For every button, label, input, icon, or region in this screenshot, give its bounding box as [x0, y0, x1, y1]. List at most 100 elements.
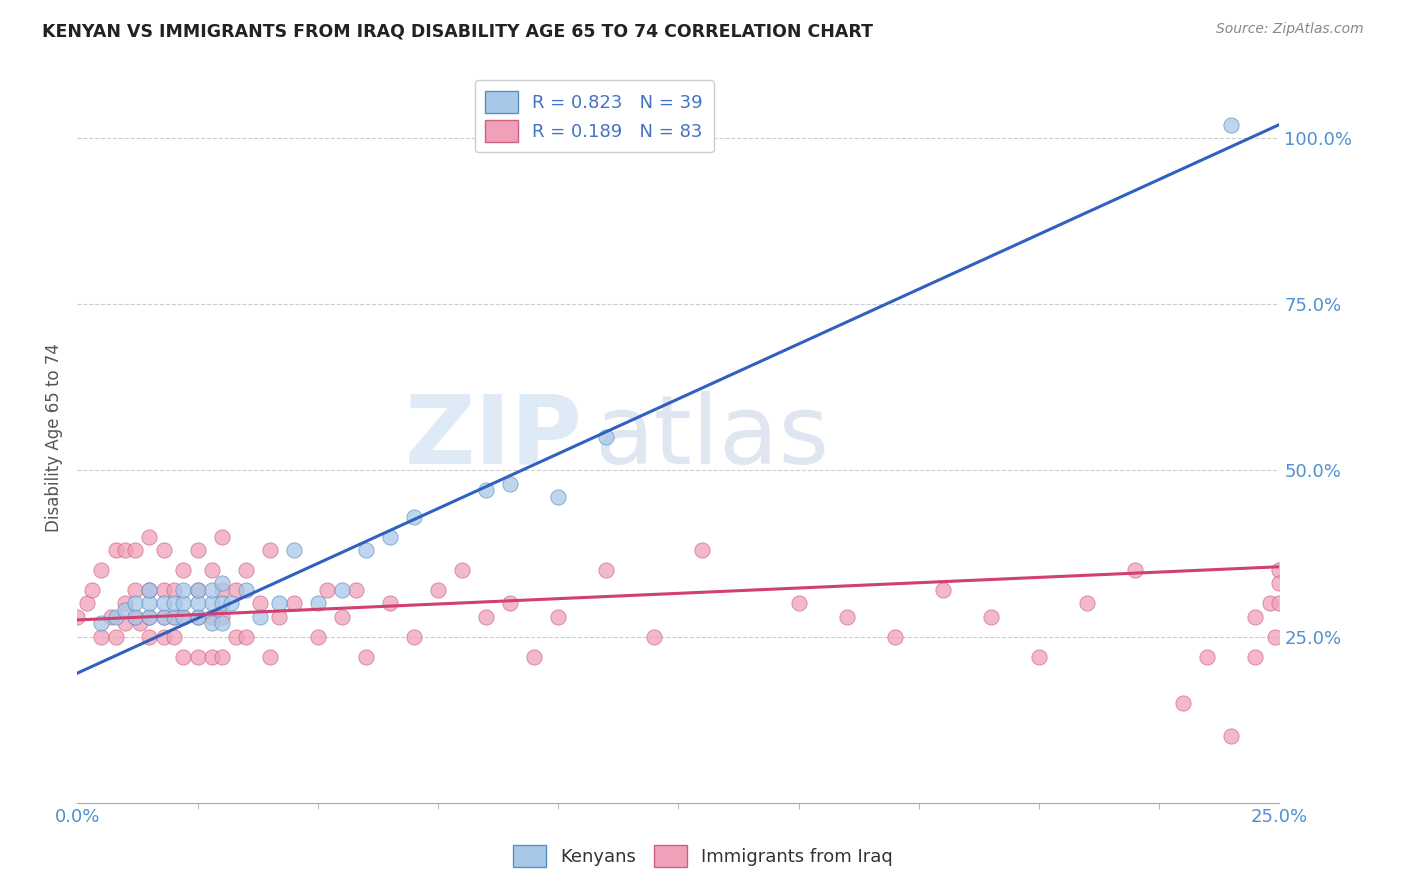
Point: [330, 582, 353, 597]
Point: [211, 616, 233, 631]
Point: [186, 582, 209, 597]
Point: [1220, 118, 1243, 132]
Point: [932, 582, 955, 597]
Point: [344, 582, 367, 597]
Point: [402, 630, 425, 644]
Point: [595, 563, 617, 577]
Point: [100, 609, 122, 624]
Point: [451, 563, 474, 577]
Text: atlas: atlas: [595, 391, 830, 483]
Point: [787, 596, 810, 610]
Text: KENYAN VS IMMIGRANTS FROM IRAQ DISABILITY AGE 65 TO 74 CORRELATION CHART: KENYAN VS IMMIGRANTS FROM IRAQ DISABILIT…: [42, 22, 873, 40]
Point: [211, 649, 233, 664]
Point: [1244, 649, 1267, 664]
Point: [201, 582, 224, 597]
Point: [235, 563, 257, 577]
Point: [283, 543, 305, 558]
Point: [153, 609, 176, 624]
Point: [643, 630, 665, 644]
Point: [307, 596, 329, 610]
Point: [172, 582, 194, 597]
Point: [153, 609, 176, 624]
Point: [124, 609, 146, 624]
Point: [211, 596, 233, 610]
Point: [259, 543, 281, 558]
Point: [1268, 563, 1291, 577]
Point: [153, 543, 176, 558]
Point: [186, 596, 209, 610]
Text: Source: ZipAtlas.com: Source: ZipAtlas.com: [1216, 22, 1364, 37]
Point: [172, 563, 194, 577]
Point: [1197, 649, 1219, 664]
Point: [269, 596, 291, 610]
Point: [162, 630, 184, 644]
Point: [595, 430, 617, 444]
Legend: Kenyans, Immigrants from Iraq: Kenyans, Immigrants from Iraq: [506, 838, 900, 874]
Point: [427, 582, 450, 597]
Point: [235, 582, 257, 597]
Point: [316, 582, 339, 597]
Point: [201, 609, 224, 624]
Point: [186, 609, 209, 624]
Point: [225, 630, 247, 644]
Point: [269, 609, 291, 624]
Point: [104, 543, 127, 558]
Point: [201, 563, 224, 577]
Point: [138, 530, 160, 544]
Point: [523, 649, 546, 664]
Point: [90, 630, 112, 644]
Point: [201, 649, 224, 664]
Point: [219, 596, 242, 610]
Point: [162, 609, 184, 624]
Point: [186, 582, 209, 597]
Point: [499, 476, 522, 491]
Legend: R = 0.823   N = 39, R = 0.189   N = 83: R = 0.823 N = 39, R = 0.189 N = 83: [475, 80, 714, 153]
Point: [283, 596, 305, 610]
Point: [153, 630, 176, 644]
Point: [114, 596, 136, 610]
Point: [354, 543, 377, 558]
Point: [547, 609, 569, 624]
Point: [138, 630, 160, 644]
Point: [475, 609, 498, 624]
Point: [90, 563, 112, 577]
Point: [172, 649, 194, 664]
Point: [172, 596, 194, 610]
Point: [114, 543, 136, 558]
Point: [211, 582, 233, 597]
Point: [66, 609, 89, 624]
Point: [128, 616, 150, 631]
Y-axis label: Disability Age 65 to 74: Disability Age 65 to 74: [45, 343, 63, 532]
Point: [90, 616, 112, 631]
Point: [330, 609, 353, 624]
Point: [307, 630, 329, 644]
Point: [80, 582, 103, 597]
Point: [104, 609, 127, 624]
Point: [402, 509, 425, 524]
Point: [138, 596, 160, 610]
Point: [124, 582, 146, 597]
Point: [138, 609, 160, 624]
Point: [124, 543, 146, 558]
Point: [162, 609, 184, 624]
Point: [186, 609, 209, 624]
Point: [249, 609, 271, 624]
Point: [1220, 729, 1243, 743]
Point: [249, 596, 271, 610]
Point: [172, 609, 194, 624]
Point: [162, 596, 184, 610]
Point: [1244, 609, 1267, 624]
Point: [547, 490, 569, 504]
Point: [124, 596, 146, 610]
Point: [225, 582, 247, 597]
Point: [201, 616, 224, 631]
Point: [259, 649, 281, 664]
Point: [1076, 596, 1098, 610]
Point: [114, 603, 136, 617]
Point: [475, 483, 498, 498]
Point: [1258, 596, 1281, 610]
Point: [499, 596, 522, 610]
Point: [138, 582, 160, 597]
Point: [354, 649, 377, 664]
Point: [235, 630, 257, 644]
